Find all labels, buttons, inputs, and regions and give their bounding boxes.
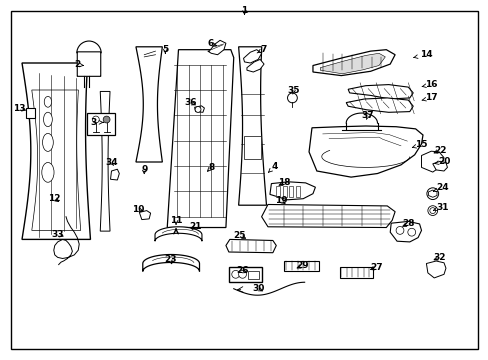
Text: 3: 3 bbox=[91, 118, 103, 127]
Polygon shape bbox=[194, 106, 204, 112]
FancyBboxPatch shape bbox=[77, 52, 101, 76]
Text: 9: 9 bbox=[141, 165, 147, 174]
Polygon shape bbox=[421, 151, 443, 172]
Bar bbox=[283, 261, 318, 271]
Text: 12: 12 bbox=[48, 194, 61, 203]
Bar bbox=[228, 267, 262, 282]
Text: 22: 22 bbox=[433, 146, 446, 155]
Polygon shape bbox=[347, 85, 412, 99]
Polygon shape bbox=[207, 40, 225, 55]
Polygon shape bbox=[22, 63, 90, 239]
Text: 15: 15 bbox=[411, 140, 427, 149]
Text: 17: 17 bbox=[421, 94, 437, 103]
Text: 27: 27 bbox=[369, 263, 382, 272]
Polygon shape bbox=[427, 190, 436, 197]
Text: 26: 26 bbox=[235, 266, 248, 275]
Bar bbox=[296, 186, 300, 197]
Circle shape bbox=[195, 107, 201, 112]
Text: 11: 11 bbox=[169, 216, 182, 225]
Text: 13: 13 bbox=[13, 104, 26, 113]
Polygon shape bbox=[426, 261, 445, 278]
Polygon shape bbox=[225, 239, 276, 253]
Polygon shape bbox=[110, 169, 119, 180]
Circle shape bbox=[238, 270, 246, 278]
Text: 37: 37 bbox=[361, 112, 373, 120]
Text: 19: 19 bbox=[274, 197, 287, 205]
Ellipse shape bbox=[42, 134, 53, 152]
Text: 36: 36 bbox=[184, 98, 197, 107]
Ellipse shape bbox=[44, 96, 52, 107]
Circle shape bbox=[429, 208, 435, 213]
Ellipse shape bbox=[42, 162, 54, 182]
Ellipse shape bbox=[43, 112, 52, 127]
Bar bbox=[26, 108, 35, 118]
Text: 29: 29 bbox=[295, 261, 308, 270]
Text: 5: 5 bbox=[162, 45, 168, 54]
Text: 8: 8 bbox=[207, 163, 214, 172]
Text: 30: 30 bbox=[251, 284, 264, 293]
Text: 10: 10 bbox=[131, 205, 144, 214]
Bar bbox=[248, 271, 259, 279]
Text: 2: 2 bbox=[74, 60, 83, 69]
Text: 1: 1 bbox=[241, 6, 247, 15]
Bar bbox=[275, 186, 279, 197]
Polygon shape bbox=[139, 211, 150, 220]
Text: 4: 4 bbox=[268, 162, 278, 172]
Text: 28: 28 bbox=[401, 220, 414, 229]
Text: 34: 34 bbox=[105, 158, 118, 167]
Polygon shape bbox=[246, 59, 264, 72]
Text: 14: 14 bbox=[413, 50, 432, 59]
Polygon shape bbox=[320, 53, 385, 74]
Circle shape bbox=[407, 228, 415, 236]
Polygon shape bbox=[136, 47, 162, 162]
Text: 21: 21 bbox=[189, 222, 202, 231]
Polygon shape bbox=[32, 90, 81, 230]
Polygon shape bbox=[308, 126, 422, 177]
Circle shape bbox=[92, 116, 99, 123]
Polygon shape bbox=[238, 47, 266, 205]
Bar bbox=[289, 186, 293, 197]
Bar bbox=[87, 113, 115, 135]
Polygon shape bbox=[432, 161, 447, 171]
Text: 25: 25 bbox=[233, 231, 245, 240]
Text: 20: 20 bbox=[434, 157, 449, 166]
Circle shape bbox=[103, 116, 110, 123]
Polygon shape bbox=[261, 204, 394, 228]
Text: 31: 31 bbox=[432, 202, 448, 212]
Circle shape bbox=[231, 270, 239, 278]
Circle shape bbox=[395, 226, 403, 234]
Text: 32: 32 bbox=[433, 253, 446, 262]
Text: 33: 33 bbox=[51, 230, 64, 239]
Polygon shape bbox=[155, 227, 202, 241]
Polygon shape bbox=[389, 221, 421, 242]
Text: 16: 16 bbox=[421, 80, 437, 89]
Circle shape bbox=[426, 188, 438, 199]
Polygon shape bbox=[346, 98, 412, 112]
Circle shape bbox=[287, 93, 297, 103]
Bar bbox=[282, 186, 286, 197]
Text: 23: 23 bbox=[163, 256, 176, 264]
Text: 35: 35 bbox=[286, 86, 299, 95]
Text: 7: 7 bbox=[257, 45, 266, 54]
Polygon shape bbox=[142, 255, 199, 271]
Circle shape bbox=[427, 206, 437, 216]
Text: 24: 24 bbox=[432, 184, 448, 193]
Bar bbox=[339, 267, 372, 278]
Polygon shape bbox=[167, 50, 233, 228]
Bar bbox=[243, 136, 260, 159]
Text: 6: 6 bbox=[207, 40, 216, 49]
Polygon shape bbox=[269, 182, 315, 200]
Polygon shape bbox=[100, 91, 110, 231]
Polygon shape bbox=[243, 50, 261, 63]
Text: 18: 18 bbox=[278, 179, 290, 188]
Polygon shape bbox=[312, 50, 394, 76]
